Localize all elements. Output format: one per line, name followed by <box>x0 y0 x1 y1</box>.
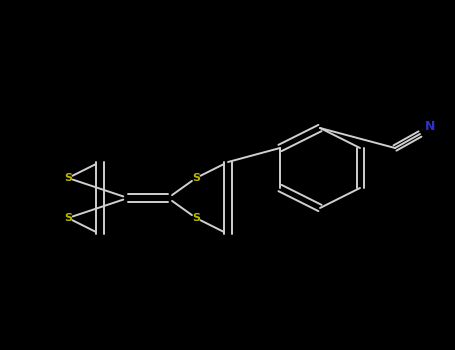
Text: S: S <box>192 213 200 223</box>
Text: N: N <box>425 119 435 133</box>
Text: S: S <box>64 173 72 183</box>
Text: S: S <box>64 213 72 223</box>
Text: S: S <box>192 173 200 183</box>
